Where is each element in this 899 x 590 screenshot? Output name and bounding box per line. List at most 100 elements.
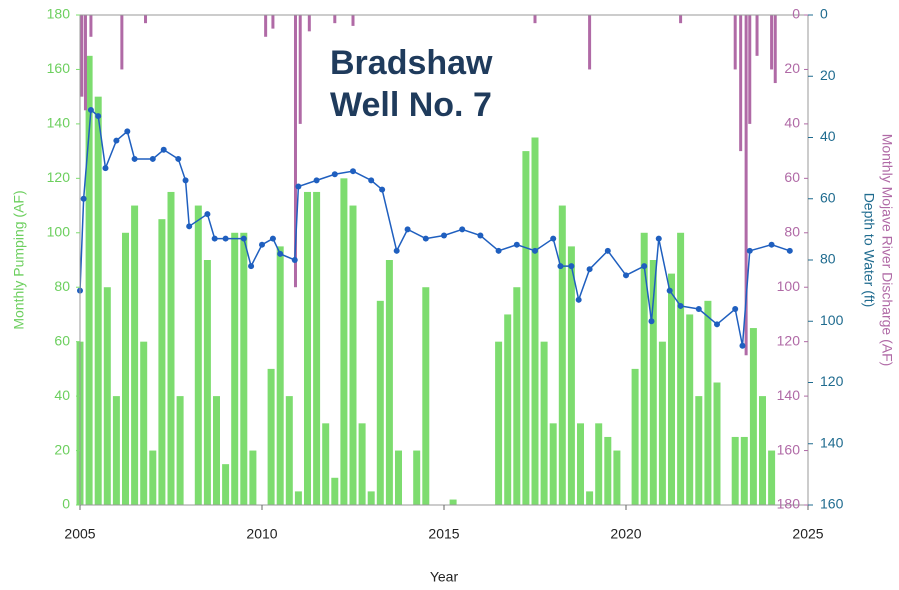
- y2-axis-label: Depth to Water (ft): [861, 193, 877, 308]
- bar: [558, 205, 566, 506]
- bar: [333, 15, 337, 24]
- bar: [240, 232, 248, 505]
- bar: [222, 464, 230, 505]
- bar: [140, 341, 148, 505]
- bar: [131, 205, 139, 506]
- depth-point: [149, 155, 156, 162]
- depth-point: [739, 342, 746, 349]
- bar: [267, 368, 275, 505]
- bar: [213, 396, 220, 505]
- bar: [495, 341, 503, 505]
- depth-point: [786, 247, 793, 254]
- depth-point: [655, 235, 662, 242]
- bar: [112, 396, 120, 505]
- depth-point: [368, 177, 375, 184]
- y3-tick-label: 140: [777, 387, 801, 403]
- y-tick-label: 60: [54, 332, 70, 348]
- bar: [567, 246, 575, 505]
- chart-title: Bradshaw Well No. 7: [330, 44, 493, 124]
- y2-tick-label: 100: [820, 312, 844, 328]
- bar: [167, 191, 175, 505]
- y2-tick-label: 0: [820, 6, 828, 22]
- y2-tick-label: 140: [820, 434, 844, 450]
- depth-point: [575, 296, 582, 303]
- bar: [744, 15, 748, 356]
- x-tick-label: 2015: [428, 526, 459, 542]
- depth-point: [532, 247, 538, 254]
- y3-axis-label: Monthly Mojave River Discharge (AF): [879, 134, 895, 367]
- y-tick-label: 180: [47, 6, 71, 22]
- bar: [85, 55, 93, 505]
- depth-point: [204, 211, 211, 218]
- depth-point: [666, 287, 673, 294]
- x-tick-label: 2005: [64, 526, 95, 542]
- bar: [385, 260, 393, 505]
- depth-point: [404, 226, 411, 233]
- depth-point: [623, 272, 629, 279]
- bar: [395, 450, 402, 505]
- depth-point: [441, 232, 447, 239]
- depth-point: [131, 155, 138, 162]
- y2-tick-label: 160: [820, 496, 844, 512]
- bar: [313, 191, 321, 505]
- bar: [533, 15, 537, 24]
- bar: [122, 232, 129, 505]
- depth-point: [641, 263, 648, 270]
- depth-point: [295, 183, 302, 190]
- y-tick-label: 80: [54, 278, 70, 294]
- bar: [367, 491, 375, 505]
- bar: [604, 436, 612, 505]
- depth-point: [113, 137, 120, 144]
- y-tick-label: 0: [62, 496, 70, 512]
- depth-point: [677, 302, 684, 309]
- depth-point: [182, 177, 189, 184]
- depth-point: [160, 146, 167, 153]
- depth-point: [240, 235, 247, 242]
- bar: [679, 15, 683, 24]
- bar: [120, 15, 124, 70]
- depth-point: [277, 250, 284, 257]
- bar: [422, 287, 430, 505]
- bar: [586, 491, 594, 505]
- bar: [149, 450, 157, 505]
- bar: [704, 300, 712, 505]
- bar: [686, 314, 694, 505]
- bar: [733, 15, 737, 70]
- bar: [413, 450, 421, 505]
- y2-tick-label: 120: [820, 373, 844, 389]
- bar: [577, 423, 584, 505]
- y3-tick-label: 40: [784, 115, 800, 131]
- bar: [293, 15, 297, 288]
- bar: [677, 232, 685, 505]
- depth-point: [568, 263, 575, 270]
- depth-point: [586, 266, 593, 273]
- bar: [513, 287, 521, 505]
- bar: [540, 341, 548, 505]
- x-tick-label: 2020: [610, 526, 641, 542]
- y-tick-label: 40: [54, 387, 70, 403]
- bar: [176, 396, 184, 505]
- bar: [755, 15, 759, 56]
- bar: [351, 15, 355, 26]
- y-tick-label: 140: [47, 115, 71, 131]
- bar: [194, 205, 202, 506]
- bar: [298, 15, 302, 124]
- bar: [531, 137, 539, 505]
- bar: [522, 151, 530, 505]
- bar: [731, 436, 739, 505]
- depth-point: [732, 306, 739, 312]
- depth-point: [422, 235, 429, 242]
- depth-point: [259, 241, 265, 248]
- bar: [294, 491, 302, 505]
- depth-point: [350, 168, 356, 175]
- bar: [231, 232, 239, 505]
- depth-point: [550, 235, 557, 242]
- depth-point: [248, 263, 255, 270]
- y-axis-label: Monthly Pumping (AF): [11, 190, 27, 329]
- bar: [658, 341, 666, 505]
- depth-point: [222, 235, 229, 242]
- depth-point: [379, 186, 386, 193]
- bar: [759, 396, 766, 505]
